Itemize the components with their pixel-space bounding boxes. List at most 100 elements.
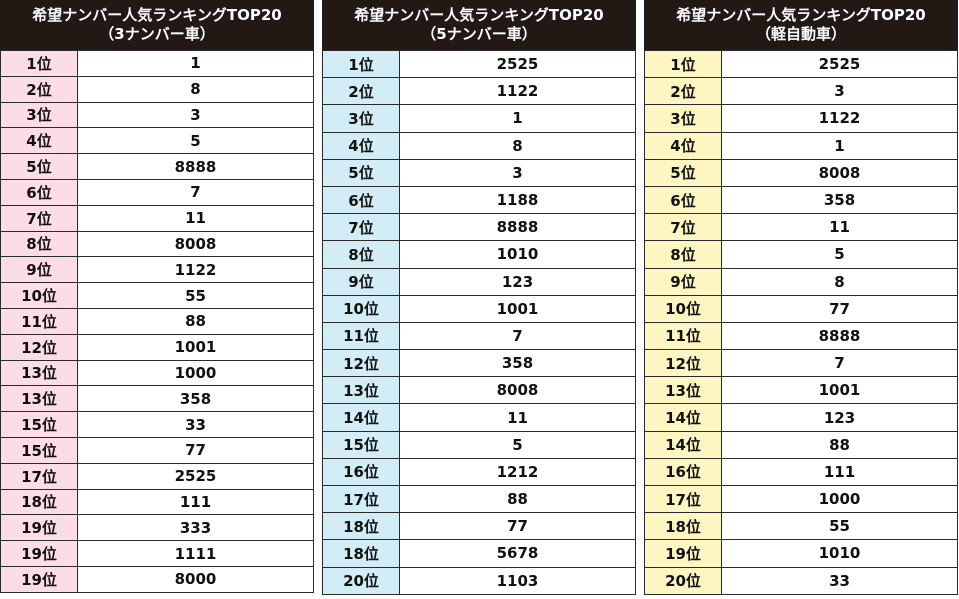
rank-cell: 5位 xyxy=(322,158,400,187)
table-row: 1位 2525 xyxy=(322,49,636,79)
number-cell: 3 xyxy=(77,101,314,129)
panel-subtitle: （5ナンバー車） xyxy=(421,25,537,43)
rank-cell: 15位 xyxy=(322,430,400,459)
number-cell: 1000 xyxy=(721,484,958,514)
table-row: 6位 7 xyxy=(0,178,314,206)
rank-cell: 13位 xyxy=(0,359,78,387)
table-row: 17位 1000 xyxy=(644,484,958,514)
number-cell: 1103 xyxy=(399,566,636,595)
rank-cell: 14位 xyxy=(644,430,722,459)
rank-cell: 1位 xyxy=(0,50,78,77)
ranking-table: 1位 1 2位 8 3位 3 4位 5 5位 8888 6位 7 7位 11 8位 8008 9位 1122 10位… xyxy=(0,50,314,593)
table-row: 3位 1 xyxy=(322,104,636,133)
panel-title: 希望ナンバー人気ランキングTOP20 xyxy=(32,6,282,24)
number-cell: 7 xyxy=(399,321,636,351)
number-cell: 33 xyxy=(77,411,314,438)
rank-cell: 4位 xyxy=(322,131,400,160)
table-row: 13位 8008 xyxy=(322,376,636,405)
rank-cell: 9位 xyxy=(322,267,400,296)
rank-cell: 6位 xyxy=(644,185,722,215)
number-cell: 88 xyxy=(77,307,314,335)
rank-cell: 9位 xyxy=(0,256,78,284)
table-row: 16位 111 xyxy=(644,457,958,487)
rank-cell: 14位 xyxy=(322,403,400,432)
rank-cell: 7位 xyxy=(322,213,400,242)
number-cell: 8888 xyxy=(399,213,636,242)
number-cell: 8 xyxy=(721,267,958,296)
table-row: 18位 77 xyxy=(322,512,636,541)
number-cell: 88 xyxy=(399,484,636,514)
table-row: 13位 1001 xyxy=(644,376,958,405)
table-row: 14位 123 xyxy=(644,403,958,432)
table-row: 5位 8888 xyxy=(0,153,314,180)
number-cell: 2525 xyxy=(721,49,958,79)
number-cell: 1188 xyxy=(399,185,636,215)
number-cell: 55 xyxy=(77,282,314,309)
number-cell: 358 xyxy=(77,385,314,413)
table-row: 9位 8 xyxy=(644,267,958,296)
number-cell: 1001 xyxy=(721,376,958,405)
number-cell: 123 xyxy=(399,267,636,296)
number-cell: 11 xyxy=(77,204,314,232)
table-row: 8位 1010 xyxy=(322,240,636,269)
ranking-table: 1位 2525 2位 1122 3位 1 4位 8 5位 3 6位 1188 7位 8888 8位 1010 9… xyxy=(322,49,636,595)
table-row: 2位 3 xyxy=(644,77,958,106)
rank-cell: 10位 xyxy=(644,294,722,323)
rank-cell: 2位 xyxy=(322,77,400,106)
number-cell: 33 xyxy=(721,566,958,595)
number-cell: 5 xyxy=(77,127,314,155)
panel-title: 希望ナンバー人気ランキングTOP20 xyxy=(354,6,604,24)
number-cell: 3 xyxy=(721,77,958,106)
table-row: 7位 8888 xyxy=(322,213,636,242)
table-row: 7位 11 xyxy=(644,213,958,242)
number-cell: 2525 xyxy=(399,49,636,79)
table-row: 2位 1122 xyxy=(322,77,636,106)
rank-cell: 16位 xyxy=(644,457,722,487)
table-row: 19位 1111 xyxy=(0,540,314,567)
number-cell: 111 xyxy=(721,457,958,487)
rank-cell: 2位 xyxy=(644,77,722,106)
rank-cell: 2位 xyxy=(0,75,78,103)
number-cell: 77 xyxy=(721,294,958,323)
number-cell: 358 xyxy=(721,185,958,215)
number-cell: 55 xyxy=(721,512,958,541)
rank-cell: 12位 xyxy=(322,349,400,378)
table-row: 1位 1 xyxy=(0,50,314,77)
number-cell: 1 xyxy=(399,104,636,133)
number-cell: 8008 xyxy=(721,158,958,187)
rank-cell: 19位 xyxy=(0,514,78,542)
rank-cell: 8位 xyxy=(644,240,722,269)
table-row: 10位 55 xyxy=(0,282,314,309)
table-row: 3位 3 xyxy=(0,101,314,129)
rank-cell: 18位 xyxy=(644,512,722,541)
rank-cell: 17位 xyxy=(322,484,400,514)
rank-cell: 18位 xyxy=(322,539,400,568)
number-cell: 8000 xyxy=(77,565,314,593)
number-cell: 1122 xyxy=(399,77,636,106)
number-cell: 11 xyxy=(721,213,958,242)
number-cell: 88 xyxy=(721,430,958,459)
table-row: 6位 1188 xyxy=(322,185,636,215)
number-cell: 7 xyxy=(721,349,958,378)
number-cell: 123 xyxy=(721,403,958,432)
number-cell: 1122 xyxy=(721,104,958,133)
rank-cell: 5位 xyxy=(644,158,722,187)
rank-cell: 14位 xyxy=(644,403,722,432)
table-row: 12位 1001 xyxy=(0,333,314,361)
table-row: 15位 33 xyxy=(0,411,314,438)
table-row: 15位 77 xyxy=(0,436,314,464)
table-row: 14位 88 xyxy=(644,430,958,459)
rank-cell: 11位 xyxy=(0,307,78,335)
number-cell: 8888 xyxy=(721,321,958,351)
panel-header: 希望ナンバー人気ランキングTOP20 （軽自動車） xyxy=(644,0,958,50)
table-row: 9位 123 xyxy=(322,267,636,296)
rank-cell: 20位 xyxy=(322,566,400,595)
table-row: 20位 33 xyxy=(644,566,958,595)
table-row: 4位 5 xyxy=(0,127,314,155)
ranking-panel-kei-car: 希望ナンバー人気ランキングTOP20 （軽自動車） 1位 2525 2位 3 3位 112… xyxy=(644,0,958,595)
rank-cell: 1位 xyxy=(322,49,400,79)
rank-cell: 6位 xyxy=(322,185,400,215)
table-row: 11位 8888 xyxy=(644,321,958,351)
rank-cell: 20位 xyxy=(644,566,722,595)
panel-header: 希望ナンバー人気ランキングTOP20 （3ナンバー車） xyxy=(0,0,314,50)
